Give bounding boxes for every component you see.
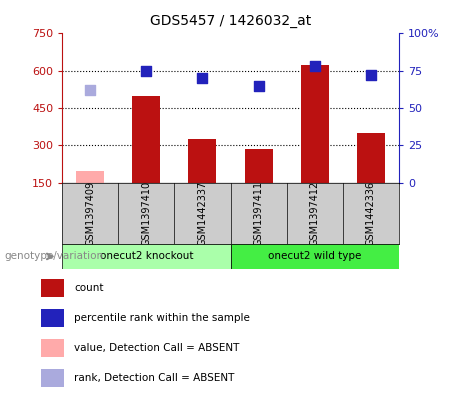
Bar <box>41 279 64 297</box>
Bar <box>41 309 64 327</box>
Text: GSM1397411: GSM1397411 <box>254 181 264 246</box>
FancyBboxPatch shape <box>230 244 399 269</box>
Text: GDS5457 / 1426032_at: GDS5457 / 1426032_at <box>150 14 311 28</box>
Bar <box>41 339 64 357</box>
Text: count: count <box>74 283 103 293</box>
Text: genotype/variation: genotype/variation <box>5 252 104 261</box>
Bar <box>76 171 104 183</box>
FancyBboxPatch shape <box>62 244 230 269</box>
Text: GSM1397409: GSM1397409 <box>85 181 95 246</box>
Point <box>255 83 262 89</box>
Point <box>367 72 374 78</box>
Text: GSM1397410: GSM1397410 <box>142 181 151 246</box>
Point <box>142 68 150 74</box>
Bar <box>189 139 217 183</box>
Bar <box>41 369 64 387</box>
Bar <box>357 133 385 183</box>
Bar <box>132 95 160 183</box>
Text: onecut2 wild type: onecut2 wild type <box>268 252 361 261</box>
Bar <box>301 64 329 183</box>
Text: GSM1442337: GSM1442337 <box>197 180 207 246</box>
Text: rank, Detection Call = ABSENT: rank, Detection Call = ABSENT <box>74 373 234 383</box>
Point <box>199 75 206 81</box>
Point <box>311 63 318 70</box>
Text: GSM1397412: GSM1397412 <box>310 180 319 246</box>
Text: percentile rank within the sample: percentile rank within the sample <box>74 313 250 323</box>
Text: GSM1442336: GSM1442336 <box>366 181 376 246</box>
Point <box>87 87 94 93</box>
Bar <box>244 149 272 183</box>
Text: value, Detection Call = ABSENT: value, Detection Call = ABSENT <box>74 343 239 353</box>
Text: onecut2 knockout: onecut2 knockout <box>100 252 193 261</box>
